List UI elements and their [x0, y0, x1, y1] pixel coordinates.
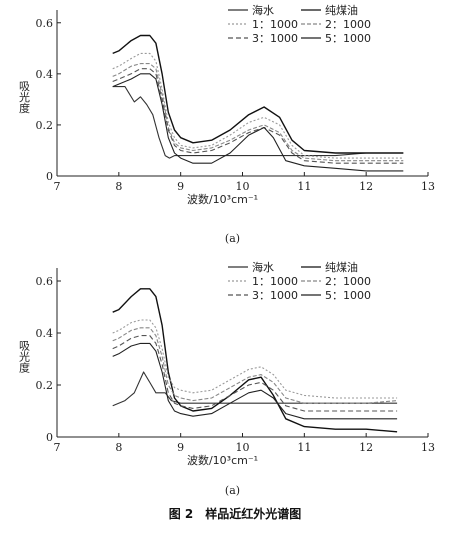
- x-tick-label: 13: [421, 180, 435, 193]
- legend-entry: 1：1000: [252, 18, 298, 31]
- x-tick-label: 10: [236, 441, 250, 454]
- figure-caption: 图 2 样品近红外光谱图: [169, 506, 302, 521]
- series-line-4: [112, 68, 404, 164]
- x-axis-label: 波数/10³cm⁻¹: [187, 454, 258, 467]
- legend-entry: 5：1000: [325, 32, 371, 45]
- legend-entry: 纯煤油: [325, 3, 358, 17]
- spectrum-panel-bottom: 7 8 9 10 11 12 13 0 0.2 0.4 0.6 波数/10³cm⁻¹ 吸光度 海水 纯煤油 1…: [18, 260, 436, 497]
- legend-entry: 海水: [252, 260, 274, 274]
- y-axis-label: 吸光度: [18, 340, 31, 374]
- legend-entry: 3：1000: [252, 32, 298, 45]
- subfigure-label: (a): [225, 232, 240, 245]
- legend-entry: 2：1000: [325, 18, 371, 31]
- series-line-3: [112, 63, 404, 162]
- x-tick-label: 7: [54, 441, 61, 454]
- series-line-0: [112, 371, 398, 407]
- legend-entry: 1：1000: [252, 275, 298, 288]
- series-line-2: [112, 319, 398, 399]
- series-line-5: [112, 73, 404, 172]
- y-tick-label: 0.6: [36, 275, 54, 288]
- spectrum-panel-top: 7 8 9 10 11 12 13 0 0.2 0.4 0.6 波数/10³cm⁻¹ 吸光度 海水 纯煤油 1…: [18, 3, 436, 245]
- series-line-1: [112, 34, 404, 154]
- x-tick-label: 13: [421, 441, 435, 454]
- y-tick-label: 0.2: [36, 379, 54, 392]
- x-tick-label: 9: [177, 180, 184, 193]
- legend-entry: 3：1000: [252, 289, 298, 302]
- x-tick-label: 12: [359, 441, 373, 454]
- legend-entry: 纯煤油: [325, 260, 358, 274]
- series-line-2: [112, 52, 404, 159]
- x-tick-label: 10: [236, 180, 250, 193]
- y-tick-label: 0.4: [36, 327, 54, 340]
- series-line-4: [112, 335, 398, 412]
- y-axis-label: 吸光度: [18, 81, 31, 115]
- series-line-0: [112, 86, 404, 159]
- series-line-3: [112, 327, 398, 404]
- y-tick-label: 0.2: [36, 119, 54, 132]
- y-tick-label: 0.4: [36, 68, 54, 81]
- legend-entry: 5：1000: [325, 289, 371, 302]
- x-tick-label: 7: [54, 180, 61, 193]
- x-tick-label: 11: [297, 180, 311, 193]
- legend-entry: 2：1000: [325, 275, 371, 288]
- x-tick-label: 12: [359, 180, 373, 193]
- series-line-5: [112, 342, 398, 420]
- x-tick-label: 11: [297, 441, 311, 454]
- y-tick-label: 0.6: [36, 17, 54, 30]
- x-tick-label: 8: [115, 441, 122, 454]
- y-tick-label: 0: [46, 431, 53, 444]
- subfigure-label: (a): [225, 484, 240, 497]
- legend-entry: 海水: [252, 3, 274, 17]
- series-line-1: [112, 288, 398, 433]
- y-tick-label: 0: [46, 170, 53, 183]
- x-axis-label: 波数/10³cm⁻¹: [187, 193, 258, 206]
- x-tick-label: 9: [177, 441, 184, 454]
- x-tick-label: 8: [115, 180, 122, 193]
